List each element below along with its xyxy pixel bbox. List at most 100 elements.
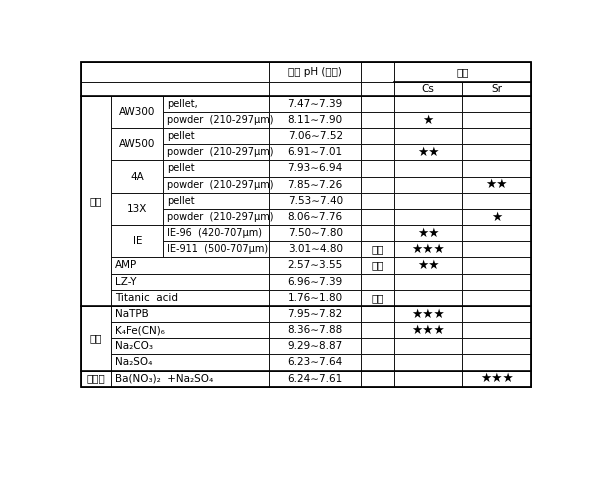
Bar (163, 144, 269, 160)
Bar (112, 273, 269, 290)
Bar (462, 177, 531, 193)
Text: 6.96∼7.39: 6.96∼7.39 (288, 277, 343, 286)
Bar (361, 193, 394, 209)
Text: 7.06∼7.52: 7.06∼7.52 (288, 131, 343, 141)
Bar (394, 193, 462, 209)
Bar (394, 257, 462, 273)
Bar (163, 160, 269, 177)
Bar (81, 209, 112, 225)
Bar (269, 128, 361, 144)
Bar (462, 322, 531, 338)
Text: Na₂SO₄: Na₂SO₄ (115, 357, 153, 368)
Bar (112, 370, 163, 387)
Bar (269, 355, 361, 370)
Bar (81, 370, 112, 387)
Bar (112, 241, 163, 257)
Bar (462, 241, 531, 257)
Text: ★★★: ★★★ (411, 243, 445, 256)
Bar (361, 177, 394, 193)
Bar (269, 257, 361, 273)
Bar (361, 160, 394, 177)
Text: powder  (210-297μm): powder (210-297μm) (167, 180, 273, 190)
Bar (163, 112, 269, 128)
Bar (112, 128, 163, 144)
Text: LZ-Y: LZ-Y (115, 277, 137, 286)
Bar (361, 82, 394, 96)
Bar (112, 225, 163, 241)
Bar (163, 96, 269, 112)
Bar (81, 370, 112, 387)
Bar (112, 355, 269, 370)
Text: Ba(NO₃)₂  +Na₂SO₄: Ba(NO₃)₂ +Na₂SO₄ (115, 374, 214, 384)
Bar (269, 96, 361, 112)
Bar (112, 160, 163, 177)
Bar (394, 370, 462, 387)
Bar (462, 112, 531, 128)
Bar (112, 338, 269, 355)
Bar (361, 112, 394, 128)
Text: 6.91∼7.01: 6.91∼7.01 (288, 147, 343, 157)
Bar (112, 193, 163, 209)
Bar (269, 290, 361, 306)
Bar (112, 209, 163, 225)
Bar (112, 144, 163, 160)
Bar (112, 96, 163, 112)
Text: AMP: AMP (115, 260, 137, 270)
Bar (269, 112, 361, 128)
Bar (163, 225, 269, 241)
Bar (361, 273, 394, 290)
Text: 7.50∼7.80: 7.50∼7.80 (288, 228, 343, 238)
Bar (163, 370, 269, 387)
Text: K₄Fe(CN)₆: K₄Fe(CN)₆ (115, 325, 165, 335)
Bar (81, 193, 112, 209)
Bar (112, 177, 163, 193)
Bar (361, 306, 394, 322)
Bar (112, 128, 163, 160)
Bar (81, 62, 531, 387)
Text: 침전: 침전 (90, 333, 102, 343)
Text: 7.93∼6.94: 7.93∼6.94 (288, 163, 343, 173)
Bar (394, 322, 462, 338)
Text: 7.47∼7.39: 7.47∼7.39 (288, 99, 343, 109)
Bar (163, 193, 269, 209)
Bar (394, 96, 462, 112)
Text: ★★: ★★ (417, 146, 439, 159)
Bar (394, 290, 462, 306)
Bar (361, 257, 394, 273)
Bar (361, 322, 394, 338)
Text: 4A: 4A (131, 171, 144, 182)
Text: powder  (210-297μm): powder (210-297μm) (167, 115, 273, 125)
Bar (361, 209, 394, 225)
Text: ★: ★ (422, 114, 433, 127)
Text: pellet,: pellet, (167, 99, 198, 109)
Bar (163, 209, 269, 225)
Bar (81, 241, 112, 257)
Text: ★★: ★★ (485, 178, 508, 191)
Bar (163, 241, 269, 257)
Bar (462, 225, 531, 241)
Bar (394, 82, 462, 96)
Text: 비고: 비고 (456, 67, 469, 77)
Text: Sr: Sr (491, 84, 502, 94)
Bar (462, 160, 531, 177)
Bar (361, 62, 394, 82)
Bar (112, 112, 163, 128)
Bar (462, 193, 531, 209)
Bar (269, 193, 361, 209)
Bar (361, 225, 394, 241)
Text: 흡저: 흡저 (90, 196, 102, 206)
Text: AW500: AW500 (119, 139, 156, 149)
Bar (163, 306, 269, 322)
Bar (462, 96, 531, 112)
Text: 9.29∼8.87: 9.29∼8.87 (288, 341, 343, 351)
Text: 6.23∼7.64: 6.23∼7.64 (288, 357, 343, 368)
Text: 13X: 13X (127, 204, 147, 214)
Text: 8.36∼7.88: 8.36∼7.88 (288, 325, 343, 335)
Text: 산성: 산성 (371, 293, 384, 303)
Bar (81, 96, 112, 112)
Bar (361, 96, 394, 112)
Bar (81, 257, 112, 273)
Bar (81, 82, 269, 96)
Bar (269, 225, 361, 241)
Text: NaTPB: NaTPB (115, 309, 149, 319)
